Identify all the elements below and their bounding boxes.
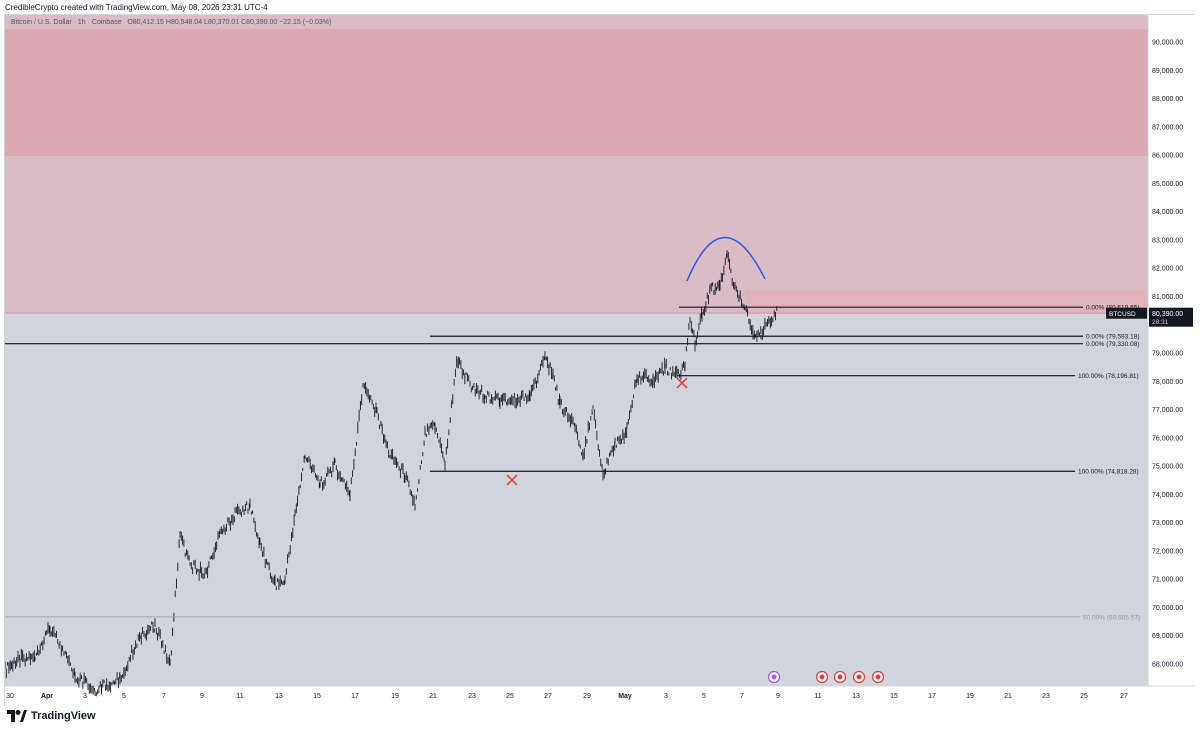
time-axis[interactable] (5, 686, 1195, 707)
price-tick-label: 84,000.00 (1152, 209, 1183, 216)
plot-background (5, 314, 1148, 686)
time-tick-label: 5 (702, 693, 706, 700)
bar-countdown: 28:31 (1152, 319, 1169, 326)
price-tick-label: 74,000.00 (1152, 492, 1183, 499)
time-tick-label: 29 (583, 693, 591, 700)
time-tick-label: 30 (6, 693, 14, 700)
time-tick-label: 5 (122, 693, 126, 700)
price-tick-label: 86,000.00 (1152, 153, 1183, 160)
time-tick-label: 11 (236, 693, 243, 700)
economic-event-dot (875, 674, 881, 680)
time-tick-label: 11 (814, 693, 821, 700)
time-tick-label: 19 (391, 693, 399, 700)
price-axis[interactable] (1148, 15, 1195, 686)
price-chart[interactable]: 90,000.00 89,000.00 88,000.00 87,000.00 86,0… (5, 15, 1195, 707)
time-tick-label: 19 (966, 693, 974, 700)
economic-event-dot (771, 674, 777, 680)
time-tick-label: 17 (351, 693, 359, 700)
price-tick-label: 68,000.00 (1152, 662, 1183, 669)
price-tick-label: 85,000.00 (1152, 181, 1183, 188)
price-tick-label: 72,000.00 (1152, 548, 1183, 555)
economic-event-dot (856, 674, 862, 680)
price-tick-label: 81,000.00 (1152, 294, 1183, 301)
price-tick-label: 75,000.00 (1152, 464, 1183, 471)
price-tick-label: 73,000.00 (1152, 520, 1183, 527)
ohlc-close: C80,390.00 (241, 19, 278, 26)
price-tick-label: 78,000.00 (1152, 379, 1183, 386)
time-tick-label: 15 (890, 693, 898, 700)
time-tick-label: 9 (200, 693, 204, 700)
price-series (5, 250, 778, 697)
fib-level-label: 50.00% (69,665.57) (1083, 614, 1140, 621)
time-tick-label: 23 (1042, 693, 1050, 700)
invalidation-x-marker[interactable] (676, 377, 688, 389)
price-tick-label: 90,000.00 (1152, 40, 1183, 47)
rounded-top-arc[interactable] (686, 236, 766, 282)
price-tick-label: 70,000.00 (1152, 605, 1183, 612)
time-tick-label: 21 (429, 693, 437, 700)
price-tick-label: 82,000.00 (1152, 266, 1183, 273)
chart-attribution: CredibleCrypto created with TradingView.… (5, 3, 268, 12)
tradingview-brand: TradingView (31, 710, 96, 722)
fib-level-label: 0.00% (79,330.08) (1086, 341, 1139, 348)
price-tick-label: 79,000.00 (1152, 351, 1183, 358)
price-tick-label: 89,000.00 (1152, 68, 1183, 75)
price-tick-label: 69,000.00 (1152, 633, 1183, 640)
price-tick-label: 88,000.00 (1152, 96, 1183, 103)
time-tick-label: 23 (468, 693, 476, 700)
symbol-legend: Bitcoin / U.S. Dollar · 1h · Coinbase O8… (11, 19, 331, 26)
fib-level-label: 100.00% (78,196.81) (1078, 373, 1139, 380)
time-tick-label: 13 (852, 693, 860, 700)
chart-area[interactable]: 90,000.00 89,000.00 88,000.00 87,000.00 86,0… (4, 14, 1195, 707)
economic-event-dot (837, 674, 843, 680)
fib-red-band (745, 290, 1148, 314)
price-tick-label: 76,000.00 (1152, 435, 1183, 442)
ohlc-low: L80,370.01 (204, 19, 240, 26)
price-tick-label: 87,000.00 (1152, 124, 1183, 131)
time-tick-label: 27 (544, 693, 552, 700)
ohlc-high: H80,548.04 (165, 19, 203, 26)
fib-level-label: 0.00% (79,593.18) (1086, 334, 1139, 341)
time-tick-label: 25 (1080, 693, 1088, 700)
time-tick-label: 3 (83, 693, 87, 700)
symbol-title: Bitcoin / U.S. Dollar · 1h · Coinbase (11, 19, 122, 26)
last-price-value: 80,390.00 (1152, 311, 1183, 318)
tradingview-logo-icon (7, 710, 27, 722)
time-tick-label: 27 (1120, 693, 1128, 700)
time-tick-label: 25 (506, 693, 514, 700)
tradingview-logo[interactable]: TradingView (7, 708, 96, 724)
time-tick-label: Apr (41, 693, 53, 700)
time-tick-label: 13 (275, 693, 283, 700)
time-tick-label: 17 (928, 693, 936, 700)
time-tick-label: 15 (313, 693, 321, 700)
supply-zone (5, 29, 1148, 156)
time-tick-label: May (618, 693, 632, 700)
economic-event-dot (819, 674, 825, 680)
ohlc-open: O80,412.15 (127, 19, 164, 26)
price-tick-label: 71,000.00 (1152, 577, 1183, 584)
ohlc-change: −22.15 (−0.03%) (279, 19, 332, 26)
price-tick-label: 77,000.00 (1152, 407, 1183, 414)
fib-level-label: 100.00% (74,818.28) (1078, 469, 1139, 476)
time-tick-label: 9 (776, 693, 780, 700)
symbol-tag: BTCUSD (1109, 311, 1136, 318)
time-tick-label: 7 (740, 693, 744, 700)
price-tick-label: 83,000.00 (1152, 237, 1183, 244)
invalidation-x-marker[interactable] (506, 474, 518, 486)
time-tick-label: 3 (664, 693, 668, 700)
time-tick-label: 21 (1004, 693, 1012, 700)
time-tick-label: 7 (162, 693, 166, 700)
